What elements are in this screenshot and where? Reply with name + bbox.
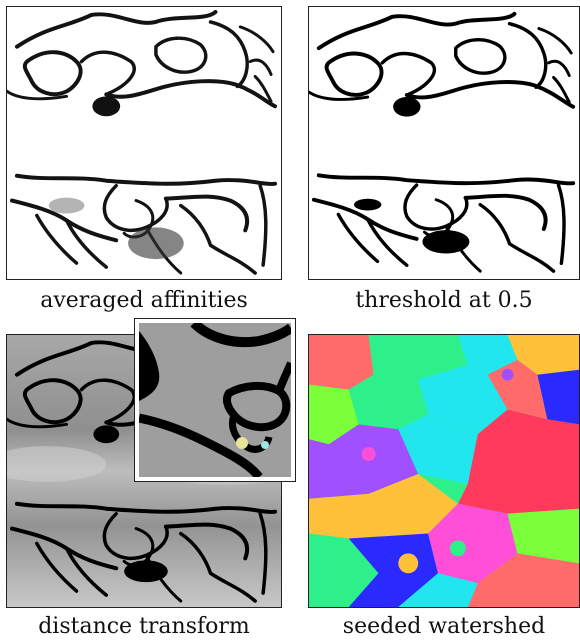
caption-threshold: threshold at 0.5 <box>355 288 533 313</box>
seeded-watershed-image <box>308 334 580 608</box>
caption-averaged-affinities: averaged affinities <box>40 288 248 313</box>
averaged-affinities-image <box>6 6 282 280</box>
zoom-inset <box>134 318 296 482</box>
caption-seeded-watershed: seeded watershed <box>342 614 546 639</box>
threshold-image <box>308 6 580 280</box>
caption-distance-transform: distance transform <box>38 614 250 639</box>
